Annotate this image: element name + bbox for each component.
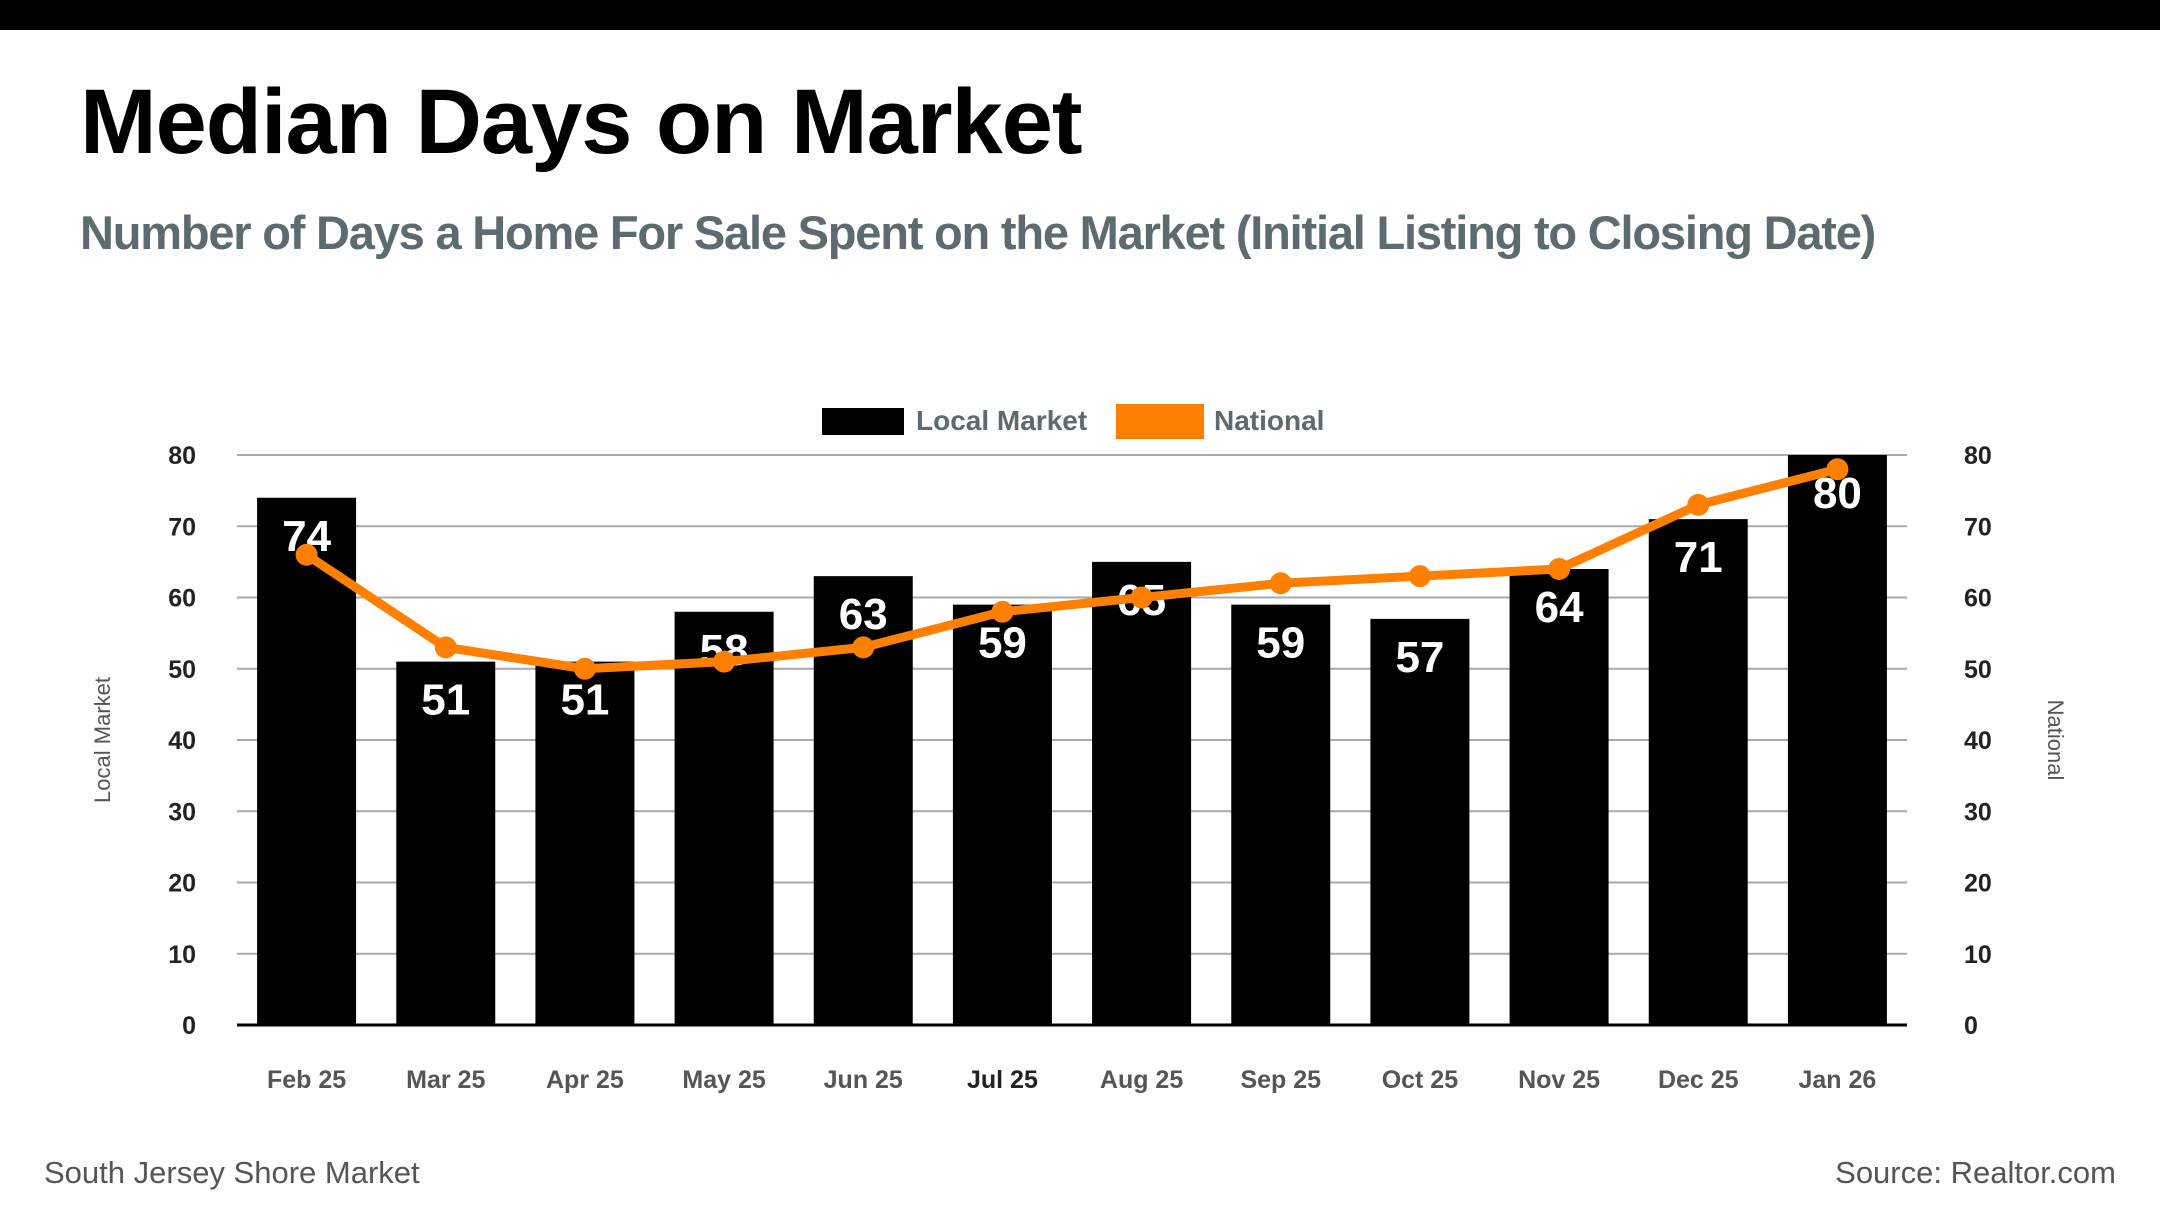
national-point: [991, 600, 1014, 623]
y2-axis-title: National: [2043, 700, 2068, 781]
national-point: [1269, 572, 1292, 595]
national-point: [852, 636, 875, 659]
legend-swatch-national: [1116, 404, 1204, 439]
x-tick-label: Dec 25: [1658, 1066, 1739, 1094]
x-tick-label: Jun 25: [824, 1066, 903, 1094]
bar-data-label: 57: [1395, 633, 1444, 682]
national-point: [1548, 558, 1571, 580]
y2-tick-label: 10: [1964, 941, 1992, 969]
bar: [1509, 569, 1609, 1025]
bar-data-label: 51: [421, 676, 470, 725]
x-tick-label: Sep 25: [1240, 1066, 1321, 1094]
x-tick-label: Aug 25: [1100, 1066, 1183, 1094]
y2-tick-label: 20: [1964, 870, 1992, 898]
y2-tick-label: 50: [1964, 656, 1992, 684]
legend-label-national: National: [1214, 405, 1324, 436]
bar: [674, 611, 774, 1025]
bar-data-label: 63: [839, 590, 888, 639]
y2-tick-label: 30: [1964, 798, 1992, 826]
national-point: [1408, 565, 1431, 588]
x-tick-label: Oct 25: [1382, 1066, 1459, 1094]
y-tick-label: 40: [168, 727, 196, 755]
bar: [1092, 561, 1192, 1025]
bar: [535, 661, 635, 1025]
x-tick-label: Mar 25: [406, 1066, 485, 1094]
bar: [257, 497, 357, 1025]
national-line: [304, 464, 1839, 674]
national-point: [1826, 458, 1849, 481]
national-point: [295, 543, 318, 566]
y2-tick-label: 80: [1964, 442, 1992, 470]
legend-label-local: Local Market: [916, 405, 1087, 436]
y-axis-title: Local Market: [90, 677, 115, 803]
y-tick-label: 80: [168, 442, 196, 470]
national-point: [434, 636, 457, 659]
bar-data-label: 59: [978, 619, 1027, 668]
chart-subtitle: Number of Days a Home For Sale Spent on …: [80, 206, 1876, 259]
y-tick-label: 20: [168, 870, 196, 898]
bar: [1370, 618, 1470, 1025]
x-tick-label: May 25: [682, 1066, 765, 1094]
x-tick-label: Jan 26: [1798, 1066, 1876, 1094]
bar: [1648, 519, 1748, 1025]
x-tick-label: Jul 25: [967, 1066, 1038, 1094]
bar-data-label: 59: [1256, 619, 1305, 668]
y2-tick-label: 40: [1964, 727, 1992, 755]
national-point: [1687, 493, 1710, 516]
y-tick-label: 70: [168, 513, 196, 541]
y-tick-label: 10: [168, 941, 196, 969]
bar-data-label: 71: [1674, 533, 1723, 582]
bar-data-label: 51: [560, 676, 609, 725]
x-tick-label: Feb 25: [267, 1066, 346, 1094]
y-tick-label: 0: [182, 1012, 196, 1040]
x-tick-label: Apr 25: [546, 1066, 624, 1094]
top-bar: [0, 0, 2160, 30]
bar: [952, 604, 1052, 1025]
national-point: [573, 657, 596, 680]
bar: [396, 661, 496, 1025]
bar: [1787, 455, 1887, 1025]
bar-data-label: 64: [1535, 583, 1584, 632]
footer-source: Source: Realtor.com: [1835, 1155, 2116, 1190]
y2-tick-label: 70: [1964, 513, 1992, 541]
y2-tick-label: 60: [1964, 585, 1992, 613]
chart-title: Median Days on Market: [80, 71, 1083, 173]
national-point: [713, 650, 736, 673]
footer-market: South Jersey Shore Market: [44, 1155, 420, 1190]
y-tick-label: 50: [168, 656, 196, 684]
national-point: [1130, 586, 1153, 609]
y2-tick-label: 0: [1964, 1012, 1978, 1040]
y-tick-label: 30: [168, 798, 196, 826]
x-tick-label: Nov 25: [1518, 1066, 1600, 1094]
legend-swatch-local: [822, 408, 904, 435]
bar: [1231, 604, 1331, 1025]
y-tick-label: 60: [168, 585, 196, 613]
